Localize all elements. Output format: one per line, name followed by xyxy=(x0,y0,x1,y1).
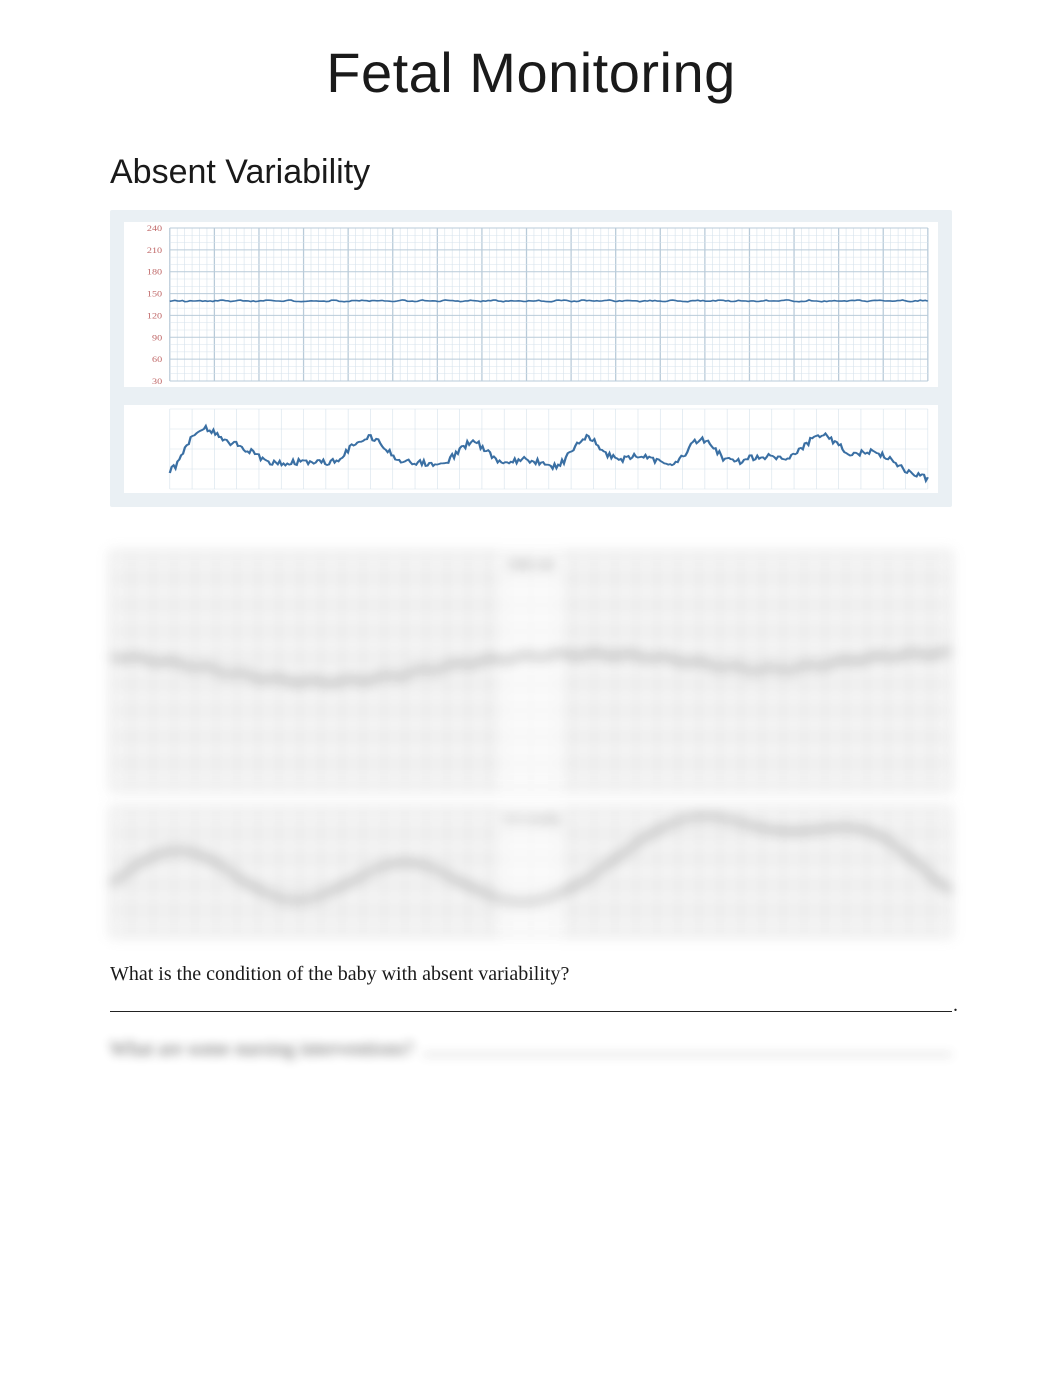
toco-chart xyxy=(124,405,938,493)
svg-text:210: 210 xyxy=(147,246,163,255)
question-1: What is the condition of the baby with a… xyxy=(110,963,952,986)
answer-line-1 xyxy=(110,994,952,1012)
svg-text:60: 60 xyxy=(152,355,163,364)
answer-line-2 xyxy=(423,1041,952,1055)
svg-text:FHR 240: FHR 240 xyxy=(508,559,554,571)
fhr-chart: 30 60 90 120 150 180 210 240 xyxy=(124,222,938,387)
efm-strip-blurred: FHR 240 UA 0 mmHg xyxy=(110,551,952,937)
svg-text:30: 30 xyxy=(152,377,163,386)
page-title: Fetal Monitoring xyxy=(110,40,952,105)
svg-text:150: 150 xyxy=(147,290,163,299)
svg-text:240: 240 xyxy=(147,224,163,233)
svg-text:180: 180 xyxy=(147,268,163,277)
question-2-text: What are some nursing interventions? xyxy=(110,1038,413,1061)
fhr-strip-panel: 30 60 90 120 150 180 210 240 xyxy=(110,210,952,507)
svg-text:UA 0 mmHg: UA 0 mmHg xyxy=(502,814,561,824)
section-heading: Absent Variability xyxy=(110,153,952,192)
svg-text:120: 120 xyxy=(147,311,163,320)
efm-bottom-strip: UA 0 mmHg xyxy=(110,807,952,937)
efm-top-strip: FHR 240 xyxy=(110,551,952,791)
svg-text:90: 90 xyxy=(152,333,163,342)
question-2-blurred: What are some nursing interventions? xyxy=(110,1038,952,1061)
